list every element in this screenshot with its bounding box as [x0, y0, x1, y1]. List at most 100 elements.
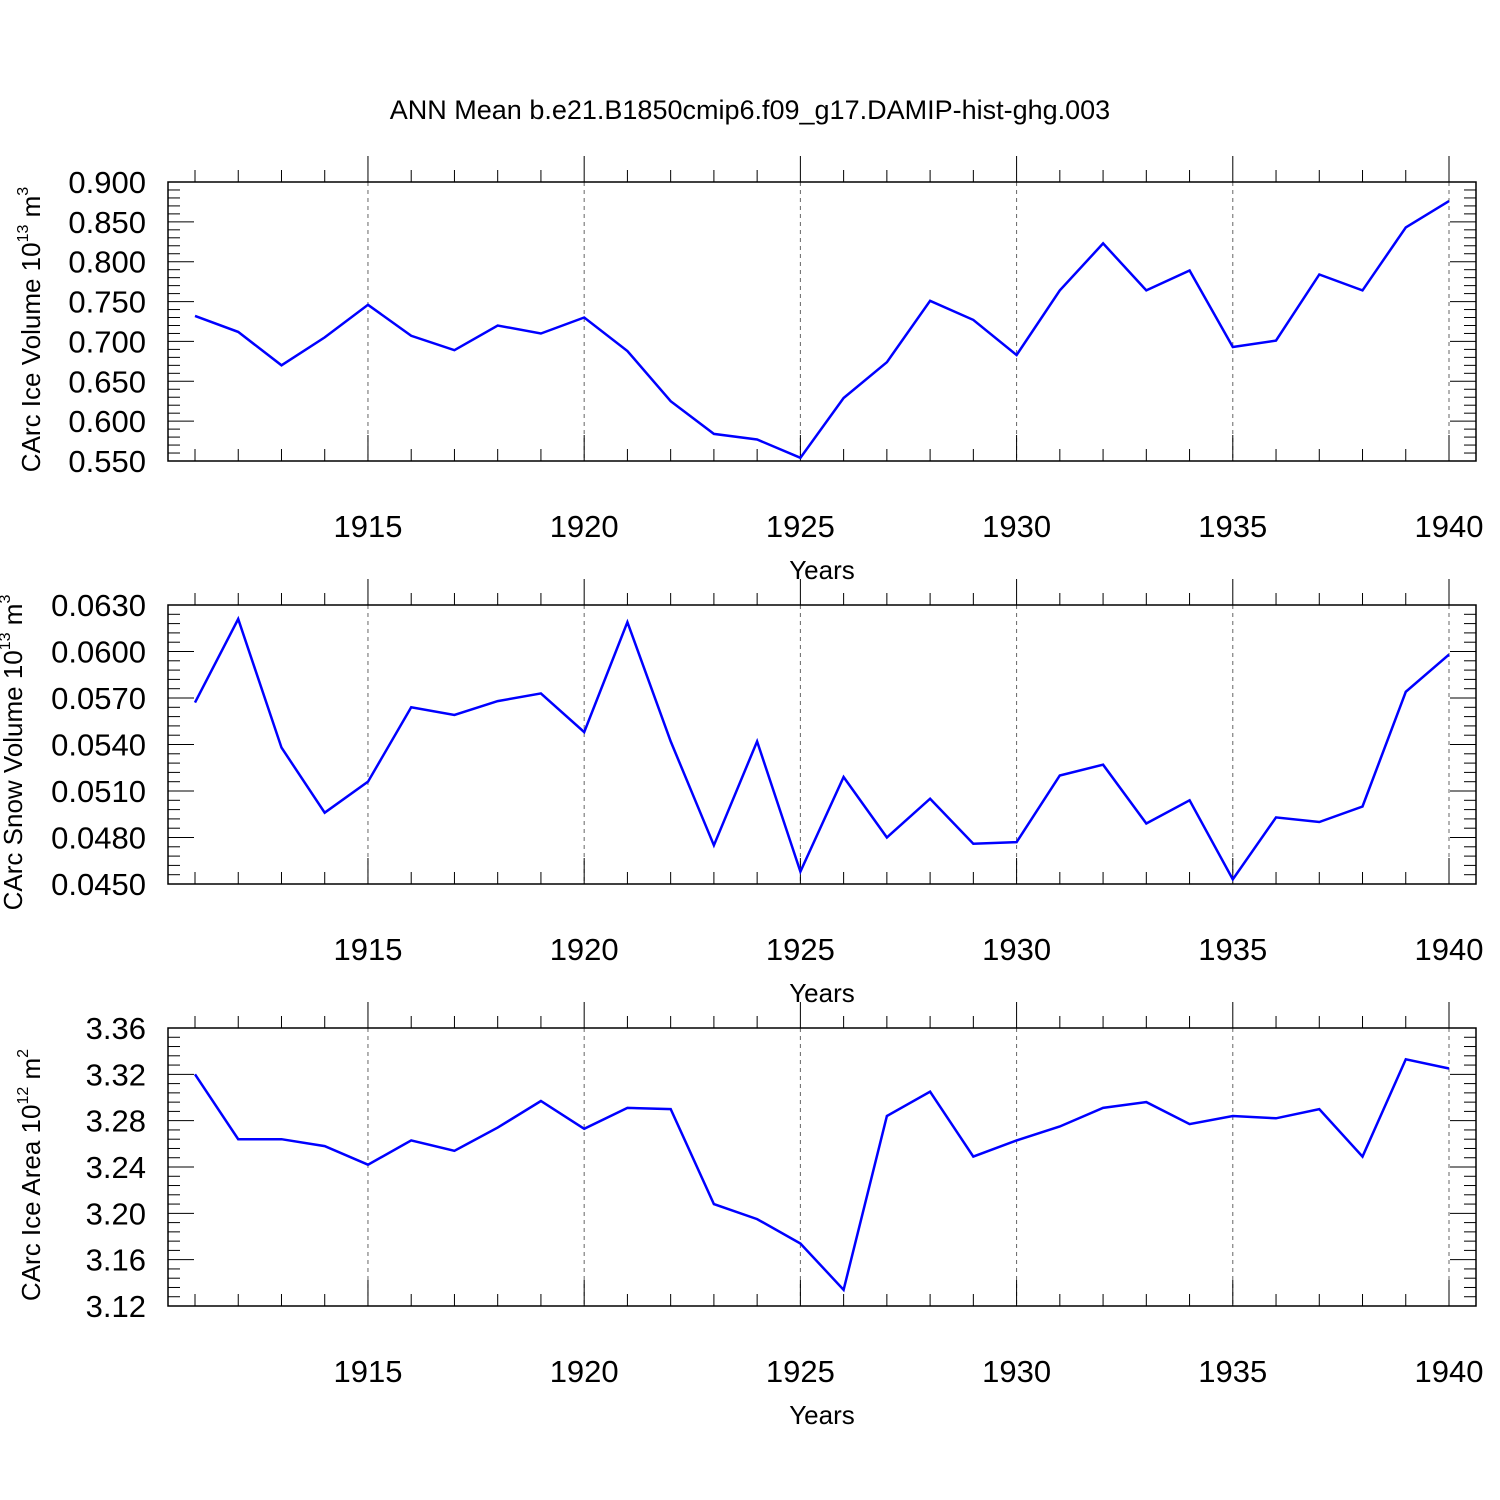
- y-tick-label: 0.600: [68, 404, 146, 439]
- x-tick-label: 1920: [550, 509, 619, 544]
- data-point: [670, 1108, 672, 1110]
- data-point: [929, 1091, 931, 1093]
- x-axis-title: Years: [789, 1400, 855, 1430]
- y-tick-label: 0.900: [68, 165, 146, 200]
- x-tick-label: 1925: [766, 932, 835, 967]
- x-tick-label: 1915: [333, 509, 402, 544]
- x-tick-label: 1920: [550, 1354, 619, 1389]
- y-tick-label: 3.28: [86, 1104, 146, 1139]
- data-point: [497, 1127, 499, 1129]
- data-point: [497, 700, 499, 702]
- y-tick-label: 0.550: [68, 444, 146, 479]
- panel-1: 0.550 0.600 0.650 0.700 0.750 0.800 0.850 0.900…: [15, 156, 1483, 585]
- data-point: [540, 1100, 542, 1102]
- y-tick-label: 0.650: [68, 364, 146, 399]
- data-point: [756, 1218, 758, 1220]
- data-point: [626, 621, 628, 623]
- plot-frame: [167, 181, 1477, 462]
- data-point: [1145, 289, 1147, 291]
- data-point: [1362, 289, 1364, 291]
- data-point: [929, 300, 931, 302]
- data-point: [1102, 764, 1104, 766]
- data-point: [799, 457, 801, 459]
- data-point: [583, 731, 585, 733]
- data-point: [713, 844, 715, 846]
- y-tick-label: 3.24: [86, 1150, 146, 1185]
- x-tick-label: 1925: [766, 509, 835, 544]
- data-point: [1016, 354, 1018, 356]
- y-tick-label: 3.12: [86, 1289, 146, 1324]
- panel-2: 0.0450 0.0480 0.0510 0.0540 0.0570 0.0600 0.06…: [0, 579, 1483, 1008]
- data-point: [583, 1128, 585, 1130]
- data-point: [799, 1242, 801, 1244]
- data-point: [367, 1164, 369, 1166]
- x-tick-label: 1935: [1198, 1354, 1267, 1389]
- x-tick-label: 1920: [550, 932, 619, 967]
- data-point: [1275, 1117, 1277, 1119]
- data-point: [843, 776, 845, 778]
- x-axis-title: Years: [789, 978, 855, 1008]
- data-point: [1448, 654, 1450, 656]
- data-point: [237, 1138, 239, 1140]
- data-point: [1362, 806, 1364, 808]
- data-point: [1448, 200, 1450, 202]
- data-point: [324, 1145, 326, 1147]
- y-tick-label: 0.700: [68, 324, 146, 359]
- chart-title: ANN Mean b.e21.B1850cmip6.f09_g17.DAMIP-…: [390, 95, 1110, 125]
- data-point: [453, 349, 455, 351]
- x-tick-label: 1925: [766, 1354, 835, 1389]
- data-point: [929, 798, 931, 800]
- data-point: [1059, 289, 1061, 291]
- y-tick-label: 0.0540: [51, 728, 146, 763]
- y-tick-label: 0.0510: [51, 774, 146, 809]
- data-point: [237, 331, 239, 333]
- data-point: [280, 364, 282, 366]
- data-point: [453, 714, 455, 716]
- data-point: [324, 336, 326, 338]
- data-point: [1102, 242, 1104, 244]
- x-tick-label: 1940: [1415, 932, 1484, 967]
- data-point: [626, 1107, 628, 1109]
- data-point: [1232, 878, 1234, 880]
- data-point: [1362, 1156, 1364, 1158]
- data-point: [410, 335, 412, 337]
- data-point: [324, 812, 326, 814]
- data-point: [886, 837, 888, 839]
- x-tick-label: 1935: [1198, 932, 1267, 967]
- data-point: [972, 319, 974, 321]
- data-point: [1405, 1058, 1407, 1060]
- data-point: [1189, 1123, 1191, 1125]
- data-point: [410, 706, 412, 708]
- data-point: [410, 1139, 412, 1141]
- data-point: [194, 702, 196, 704]
- data-point: [1275, 816, 1277, 818]
- data-point: [194, 315, 196, 317]
- x-tick-label: 1940: [1415, 509, 1484, 544]
- data-point: [540, 692, 542, 694]
- data-point: [1232, 346, 1234, 348]
- data-point: [670, 740, 672, 742]
- x-tick-label: 1935: [1198, 509, 1267, 544]
- data-point: [540, 332, 542, 334]
- data-point: [1232, 1115, 1234, 1117]
- data-point: [670, 400, 672, 402]
- x-tick-label: 1940: [1415, 1354, 1484, 1389]
- data-point: [1318, 273, 1320, 275]
- data-point: [1405, 226, 1407, 228]
- y-tick-label: 0.850: [68, 205, 146, 240]
- data-point: [886, 1115, 888, 1117]
- data-point: [1059, 1125, 1061, 1127]
- x-axis-title: Years: [789, 555, 855, 585]
- y-tick-label: 0.0630: [51, 588, 146, 623]
- data-point: [626, 350, 628, 352]
- x-tick-label: 1930: [982, 1354, 1051, 1389]
- series-line: [194, 200, 1450, 460]
- data-point: [1318, 1108, 1320, 1110]
- data-point: [1405, 691, 1407, 693]
- data-point: [1102, 1107, 1104, 1109]
- data-point: [1145, 1101, 1147, 1103]
- y-tick-label: 0.800: [68, 245, 146, 280]
- data-point: [1016, 841, 1018, 843]
- data-point: [756, 438, 758, 440]
